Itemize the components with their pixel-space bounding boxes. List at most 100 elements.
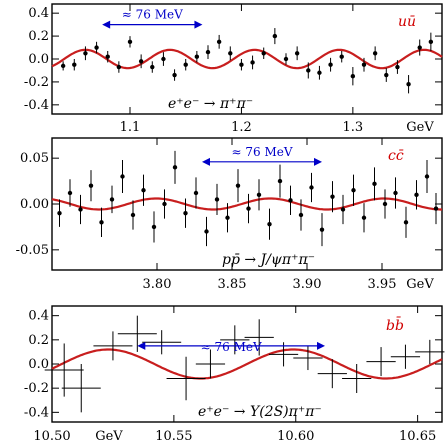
data-point (193, 177, 199, 209)
marker (105, 54, 110, 59)
data-point (93, 331, 133, 361)
y-tick-label: -0.2 (24, 75, 49, 90)
marker (204, 229, 209, 234)
data-point (83, 46, 88, 61)
panel-bb: 0.4 0.2 0.0 -0.2 -0.4 10.50 10.55 10.60 10.65 GeV… (24, 305, 445, 444)
y-tick-label: 0.4 (28, 6, 49, 21)
annotation-text: ≈ 76 MeV (122, 8, 183, 22)
data-point (319, 213, 325, 247)
quark-label: bb̄ (386, 316, 404, 334)
data-point (228, 46, 233, 61)
quark-label: cc̄ (388, 148, 404, 164)
marker (256, 192, 262, 198)
data-point (417, 39, 422, 56)
marker (228, 51, 233, 56)
data-point (424, 160, 430, 193)
marker (350, 73, 356, 79)
data-point (138, 54, 144, 69)
data-point (330, 181, 335, 213)
y-tick-label: -0.05 (16, 243, 49, 258)
data-point (120, 160, 125, 193)
marker (428, 39, 434, 45)
data-point (366, 347, 396, 377)
y-tick-label: 0.2 (28, 29, 49, 44)
marker (172, 72, 177, 78)
marker (88, 183, 94, 188)
data-point (339, 50, 344, 63)
data-point (151, 211, 157, 243)
y-tick-label: -0.4 (24, 98, 49, 113)
data-point (214, 183, 220, 215)
marker (267, 221, 272, 227)
annotation-arrowhead-left (102, 20, 111, 29)
data-point (428, 32, 434, 51)
data-point (246, 193, 251, 224)
data-point (172, 150, 178, 184)
marker (277, 178, 283, 184)
data-point (116, 61, 122, 73)
data-point (130, 200, 136, 230)
data-point (433, 193, 439, 225)
marker (127, 39, 133, 45)
annotation-arrowhead-left (202, 157, 210, 166)
marker (161, 56, 166, 62)
marker (414, 192, 419, 198)
marker (288, 198, 293, 203)
data-point (361, 57, 367, 72)
marker (417, 45, 422, 50)
x-tick-label: 1.1 (120, 120, 141, 135)
marker (424, 174, 430, 179)
marker (183, 62, 188, 67)
process-label: e⁺e⁻ → π⁺π⁻ (168, 96, 253, 112)
data-point (216, 34, 222, 49)
data-point (141, 174, 146, 206)
marker (183, 210, 188, 216)
data-point (117, 315, 157, 352)
data-point (225, 203, 230, 233)
process-label: e⁺e⁻ → Υ(2S)π⁺π⁻ (198, 404, 322, 420)
data-point (57, 199, 62, 227)
marker (361, 62, 367, 67)
data-point (293, 345, 323, 371)
x-unit-label: GeV (406, 120, 434, 135)
fit-curve (51, 348, 443, 380)
marker (138, 59, 144, 64)
data-point (99, 207, 104, 237)
data-point (194, 50, 200, 63)
marker (239, 62, 244, 67)
marker (384, 72, 389, 78)
data-point (183, 198, 188, 228)
marker (162, 201, 167, 207)
panel-cc: 0.05 0.00 -0.05 3.80 3.85 3.90 3.95 GeV ≈ 76 MeV… (16, 137, 443, 292)
data-point (60, 61, 66, 71)
quark-label: uū (398, 14, 416, 30)
annotation-text: ≈ 76 MeV (201, 340, 262, 354)
data-point (105, 50, 110, 63)
data-point (250, 55, 255, 70)
data-point (294, 46, 300, 61)
marker (225, 215, 230, 220)
data-point (109, 185, 115, 214)
data-point (395, 60, 400, 74)
x-tick-label: 3.85 (218, 277, 247, 292)
marker (319, 227, 325, 232)
data-point (150, 61, 155, 73)
marker (72, 62, 77, 67)
data-point (78, 194, 83, 225)
marker (351, 188, 356, 193)
data-point (361, 203, 367, 233)
y-tick-label: 0.0 (28, 52, 49, 67)
x-unit-label: GeV (406, 277, 434, 292)
data-point (393, 177, 398, 209)
data-point (195, 349, 226, 379)
data-point (88, 170, 94, 202)
marker (309, 185, 314, 190)
marker (109, 197, 115, 202)
marker (172, 165, 178, 170)
x-tick-label: 3.80 (143, 277, 172, 292)
data-point (351, 174, 356, 206)
data-point (261, 47, 266, 59)
marker (194, 54, 200, 59)
marker (120, 174, 125, 179)
annotation-arrowhead-right (317, 341, 325, 350)
